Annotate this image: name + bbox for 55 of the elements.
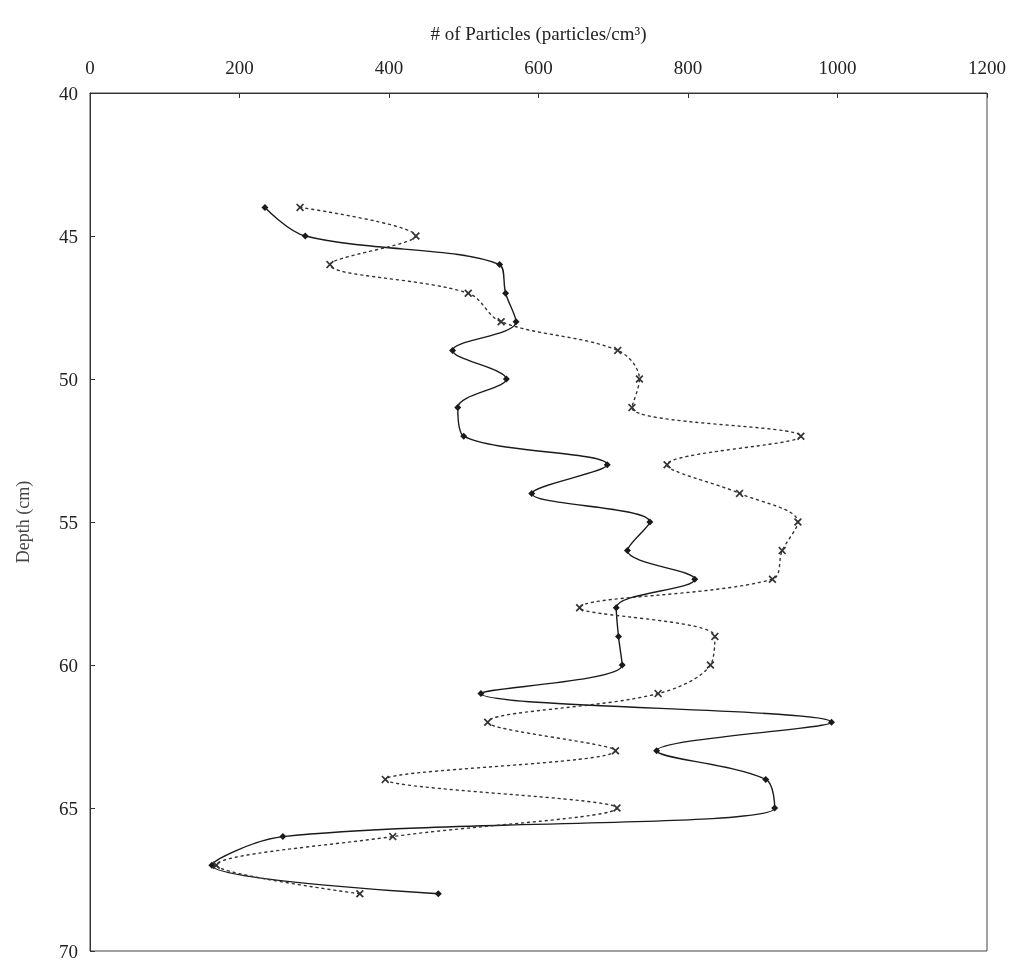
x-tick-label: 400 (374, 57, 404, 78)
point (388, 832, 397, 841)
point (691, 575, 699, 583)
point (512, 318, 520, 326)
point (762, 775, 770, 783)
point (575, 603, 584, 612)
point (301, 232, 309, 240)
point (496, 261, 504, 269)
point (771, 804, 779, 812)
point (603, 461, 611, 469)
point (653, 747, 661, 755)
x-tick-label: 0 (85, 57, 95, 78)
point (483, 718, 492, 727)
y-tick-label: 50 (59, 368, 78, 390)
y-tick-label: 65 (59, 797, 78, 819)
point (355, 889, 364, 898)
x-tick-label: 800 (673, 57, 703, 78)
x-tick-label: 1200 (968, 57, 1006, 78)
point (454, 404, 462, 412)
x-tick-label: 1000 (818, 57, 857, 78)
point (735, 489, 744, 498)
point (612, 804, 621, 812)
point (623, 547, 631, 555)
point (613, 346, 622, 355)
point (279, 833, 287, 841)
point (460, 432, 468, 440)
point (381, 775, 390, 784)
y-tick-label: 55 (59, 511, 78, 533)
point (528, 489, 536, 497)
point (663, 460, 672, 469)
y-tick-label: 60 (59, 654, 78, 676)
point (411, 232, 420, 240)
x-tick-label: 600 (524, 57, 553, 78)
point (614, 632, 622, 640)
x-axis-title: # of Particles (particles/cm³) (430, 23, 647, 45)
point (502, 289, 510, 297)
point (477, 690, 485, 698)
point (449, 346, 457, 354)
point (618, 661, 626, 669)
y-tick-label: 40 (59, 82, 78, 104)
point (464, 289, 473, 298)
point (646, 518, 654, 526)
y-axis-title: Depth (cm) (13, 480, 34, 564)
point (502, 375, 510, 383)
point (828, 718, 836, 726)
point (793, 518, 802, 526)
y-tick-label: 70 (59, 940, 78, 961)
point (612, 604, 620, 612)
x-tick-label: 200 (225, 57, 254, 78)
point (261, 203, 269, 211)
point (434, 890, 442, 898)
point (497, 317, 506, 326)
point (212, 861, 221, 870)
point (796, 432, 805, 441)
y-tick-label: 45 (59, 225, 78, 247)
